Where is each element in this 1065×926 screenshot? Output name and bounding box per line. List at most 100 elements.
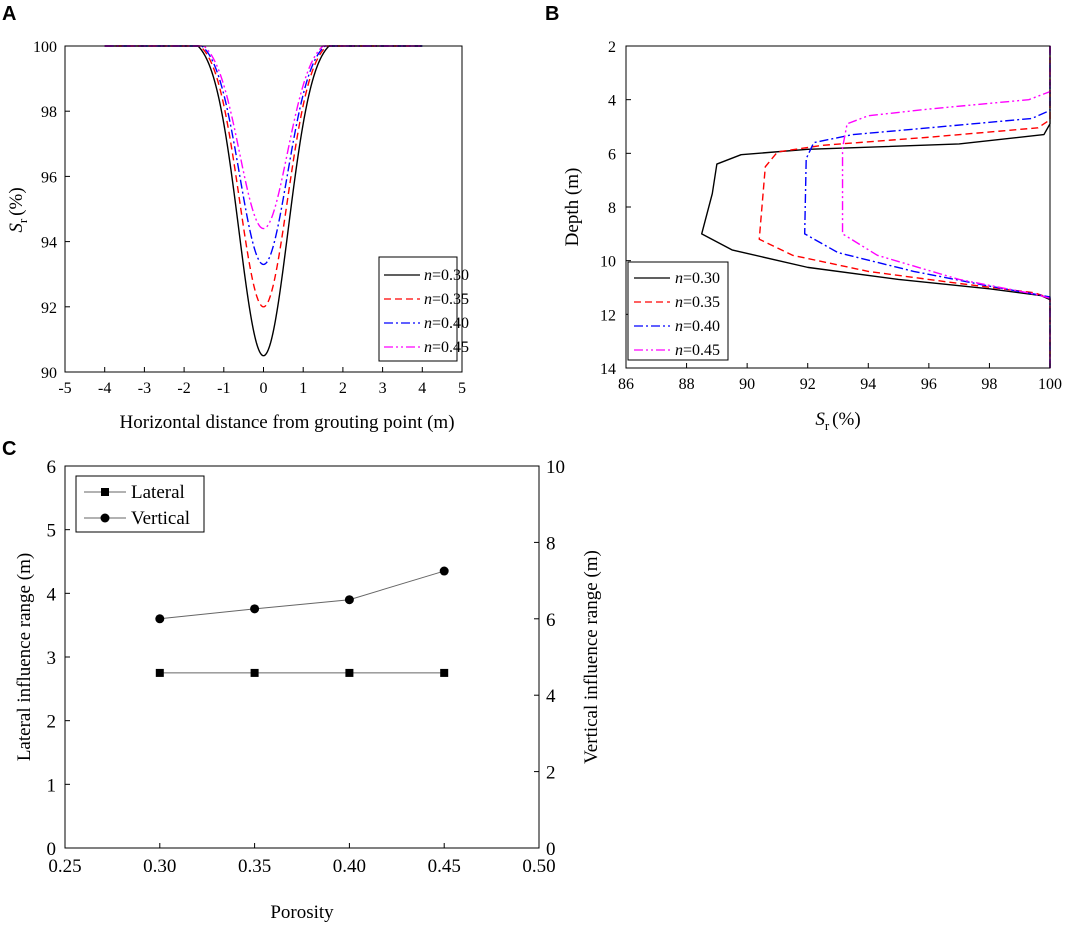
panel-label-b: B <box>545 3 559 25</box>
panel-b-legend-val: =0.30 <box>683 270 720 287</box>
panel-c-xtick-label: 0.45 <box>428 856 461 877</box>
panel-b-xtick-label: 94 <box>860 376 876 393</box>
panel-c-ytick-left-label: 1 <box>47 775 57 796</box>
panel-c-ytick-right-label: 8 <box>546 533 556 554</box>
panel-label-a: A <box>2 3 16 25</box>
panel-a-series-n=0.30 <box>104 45 423 357</box>
panel-a-legend-label-1: n=0.35 <box>424 291 469 308</box>
panel-c-ytick-left-label: 0 <box>47 839 57 860</box>
panel-c-xtick-label: 0.35 <box>238 856 271 877</box>
panel-a-legend-var: n <box>424 291 432 308</box>
panel-b-series-n=0.30 <box>701 46 1051 368</box>
panel-c-ytick-right-label: 0 <box>546 839 556 860</box>
panel-b-legend-val: =0.45 <box>683 342 720 359</box>
panel-c-point-lateral <box>345 668 354 677</box>
panel-a-series-n=0.35 <box>104 45 423 308</box>
panel-c-legend-label-1: Vertical <box>131 508 190 529</box>
panel-b-ytick-label: 8 <box>608 200 616 217</box>
panel-b-legend: n=0.30n=0.35n=0.40n=0.45 <box>627 261 729 361</box>
panel-b-ylabel: Depth (m) <box>562 168 583 247</box>
panel-b-xtick-label: 98 <box>981 376 997 393</box>
panel-a-ylabel-var: S <box>6 223 27 233</box>
panel-c-point-vertical <box>155 614 165 624</box>
panel-b-legend-var: n <box>675 342 683 359</box>
panel-b-ytick-label: 6 <box>608 146 616 163</box>
panel-b-xtick-label: 100 <box>1038 376 1062 393</box>
panel-b-ytick-label: 4 <box>608 93 616 110</box>
panel-a-ylabel-unit: (%) <box>6 187 27 215</box>
panel-a-xtick-label: 0 <box>260 380 268 397</box>
panel-a-xtick-label: -4 <box>98 380 111 397</box>
panel-c-legend-label-0: Lateral <box>131 482 185 503</box>
panel-b-series-n=0.40 <box>803 46 1051 368</box>
panel-a-ytick-label: 100 <box>33 39 57 56</box>
panel-a-series-n=0.40 <box>104 45 423 266</box>
panel-b-xtick-label: 92 <box>800 376 816 393</box>
panel-b-xtick-label: 88 <box>679 376 695 393</box>
panel-c-legend-marker <box>100 513 110 523</box>
panel-a-legend-label-3: n=0.45 <box>424 339 469 356</box>
panel-a-chart: -5 -4 -3 -2 -1 0 1 2 3 4 5 90 92 94 96 98 100 Horizontal… <box>6 39 469 433</box>
panel-a-legend-val: =0.45 <box>432 339 469 356</box>
panel-c-ytick-left-label: 2 <box>47 712 57 733</box>
panel-a-xtick-label: -2 <box>177 380 190 397</box>
panel-c-ytick-left-label: 6 <box>47 457 57 478</box>
panel-a-legend-label-2: n=0.40 <box>424 315 469 332</box>
panel-c-ytick-left-label: 3 <box>47 648 57 669</box>
panel-c-point-vertical <box>439 566 449 576</box>
panel-a-legend-val: =0.30 <box>432 267 469 284</box>
panel-a-legend: n=0.30n=0.35n=0.40n=0.45 <box>378 256 469 362</box>
panel-b-series-n=0.35 <box>758 46 1051 368</box>
panel-c-point-vertical <box>250 604 260 614</box>
panel-a-xtick-label: 3 <box>379 380 387 397</box>
panel-a-ytick-label: 90 <box>41 365 57 382</box>
panel-a-legend-label-0: n=0.30 <box>424 267 469 284</box>
panel-b-legend-label-2: n=0.40 <box>675 318 720 335</box>
panel-b-ytick-label: 2 <box>608 39 616 56</box>
panel-c-ytick-left-label: 4 <box>47 584 57 605</box>
panel-c-ytick-right-label: 2 <box>546 763 556 784</box>
panel-c-series-line-vertical <box>159 570 445 620</box>
panel-b-chart: 86 88 90 92 94 96 98 100 2 4 6 8 10 12 14 Depth (m) Sr… <box>562 39 1062 433</box>
panel-c-point-vertical <box>344 595 354 605</box>
panel-a-xtick-label: 4 <box>418 380 426 397</box>
panel-a-xtick-label: -5 <box>58 380 71 397</box>
panel-b-legend-val: =0.35 <box>683 294 720 311</box>
panel-a-xtick-label: -1 <box>217 380 230 397</box>
panel-a-xtick-label: -3 <box>138 380 151 397</box>
panel-c-ytick-right-label: 4 <box>546 686 556 707</box>
panel-b-ytick-label: 14 <box>600 361 616 378</box>
panel-c-legend: Lateral Vertical <box>75 475 205 533</box>
panel-a-legend-var: n <box>424 267 432 284</box>
panel-c-point-lateral <box>250 668 259 677</box>
panel-c-point-lateral <box>155 668 164 677</box>
panel-a-ylabel-sub: r <box>15 218 30 223</box>
panel-b-legend-label-1: n=0.35 <box>675 294 720 311</box>
panel-b-legend-label-0: n=0.30 <box>675 270 720 287</box>
panel-b-legend-var: n <box>675 294 683 311</box>
panel-b-legend-val: =0.40 <box>683 318 720 335</box>
panel-c-legend-marker <box>101 488 109 496</box>
panel-c-legend-box <box>75 475 205 533</box>
panel-a-xlabel: Horizontal distance from grouting point … <box>119 412 454 433</box>
panel-a-ylabel: Sr (%) <box>6 187 30 232</box>
panel-a-series-n=0.45 <box>104 45 423 230</box>
panel-c-xtick-label: 0.40 <box>333 856 366 877</box>
panel-label-c: C <box>2 438 16 460</box>
panel-b-legend-var: n <box>675 318 683 335</box>
panel-b-xlabel: Sr (%) <box>815 409 860 433</box>
panel-a-xtick-label: 5 <box>458 380 466 397</box>
panel-a-legend-val: =0.40 <box>432 315 469 332</box>
panel-a-legend-var: n <box>424 315 432 332</box>
panel-a-legend-box <box>378 256 458 362</box>
panel-c-xtick-label: 0.50 <box>522 856 555 877</box>
panel-c-ytick-right-label: 10 <box>546 457 565 478</box>
panel-b-legend-var: n <box>675 270 683 287</box>
panel-c-ylabel-left: Lateral influence range (m) <box>14 553 35 761</box>
panel-b-xtick-label: 96 <box>921 376 937 393</box>
panel-b-ytick-label: 12 <box>600 307 616 324</box>
panel-c-ytick-right-label: 6 <box>546 610 556 631</box>
panel-b-xlabel-sub: r <box>825 418 830 433</box>
